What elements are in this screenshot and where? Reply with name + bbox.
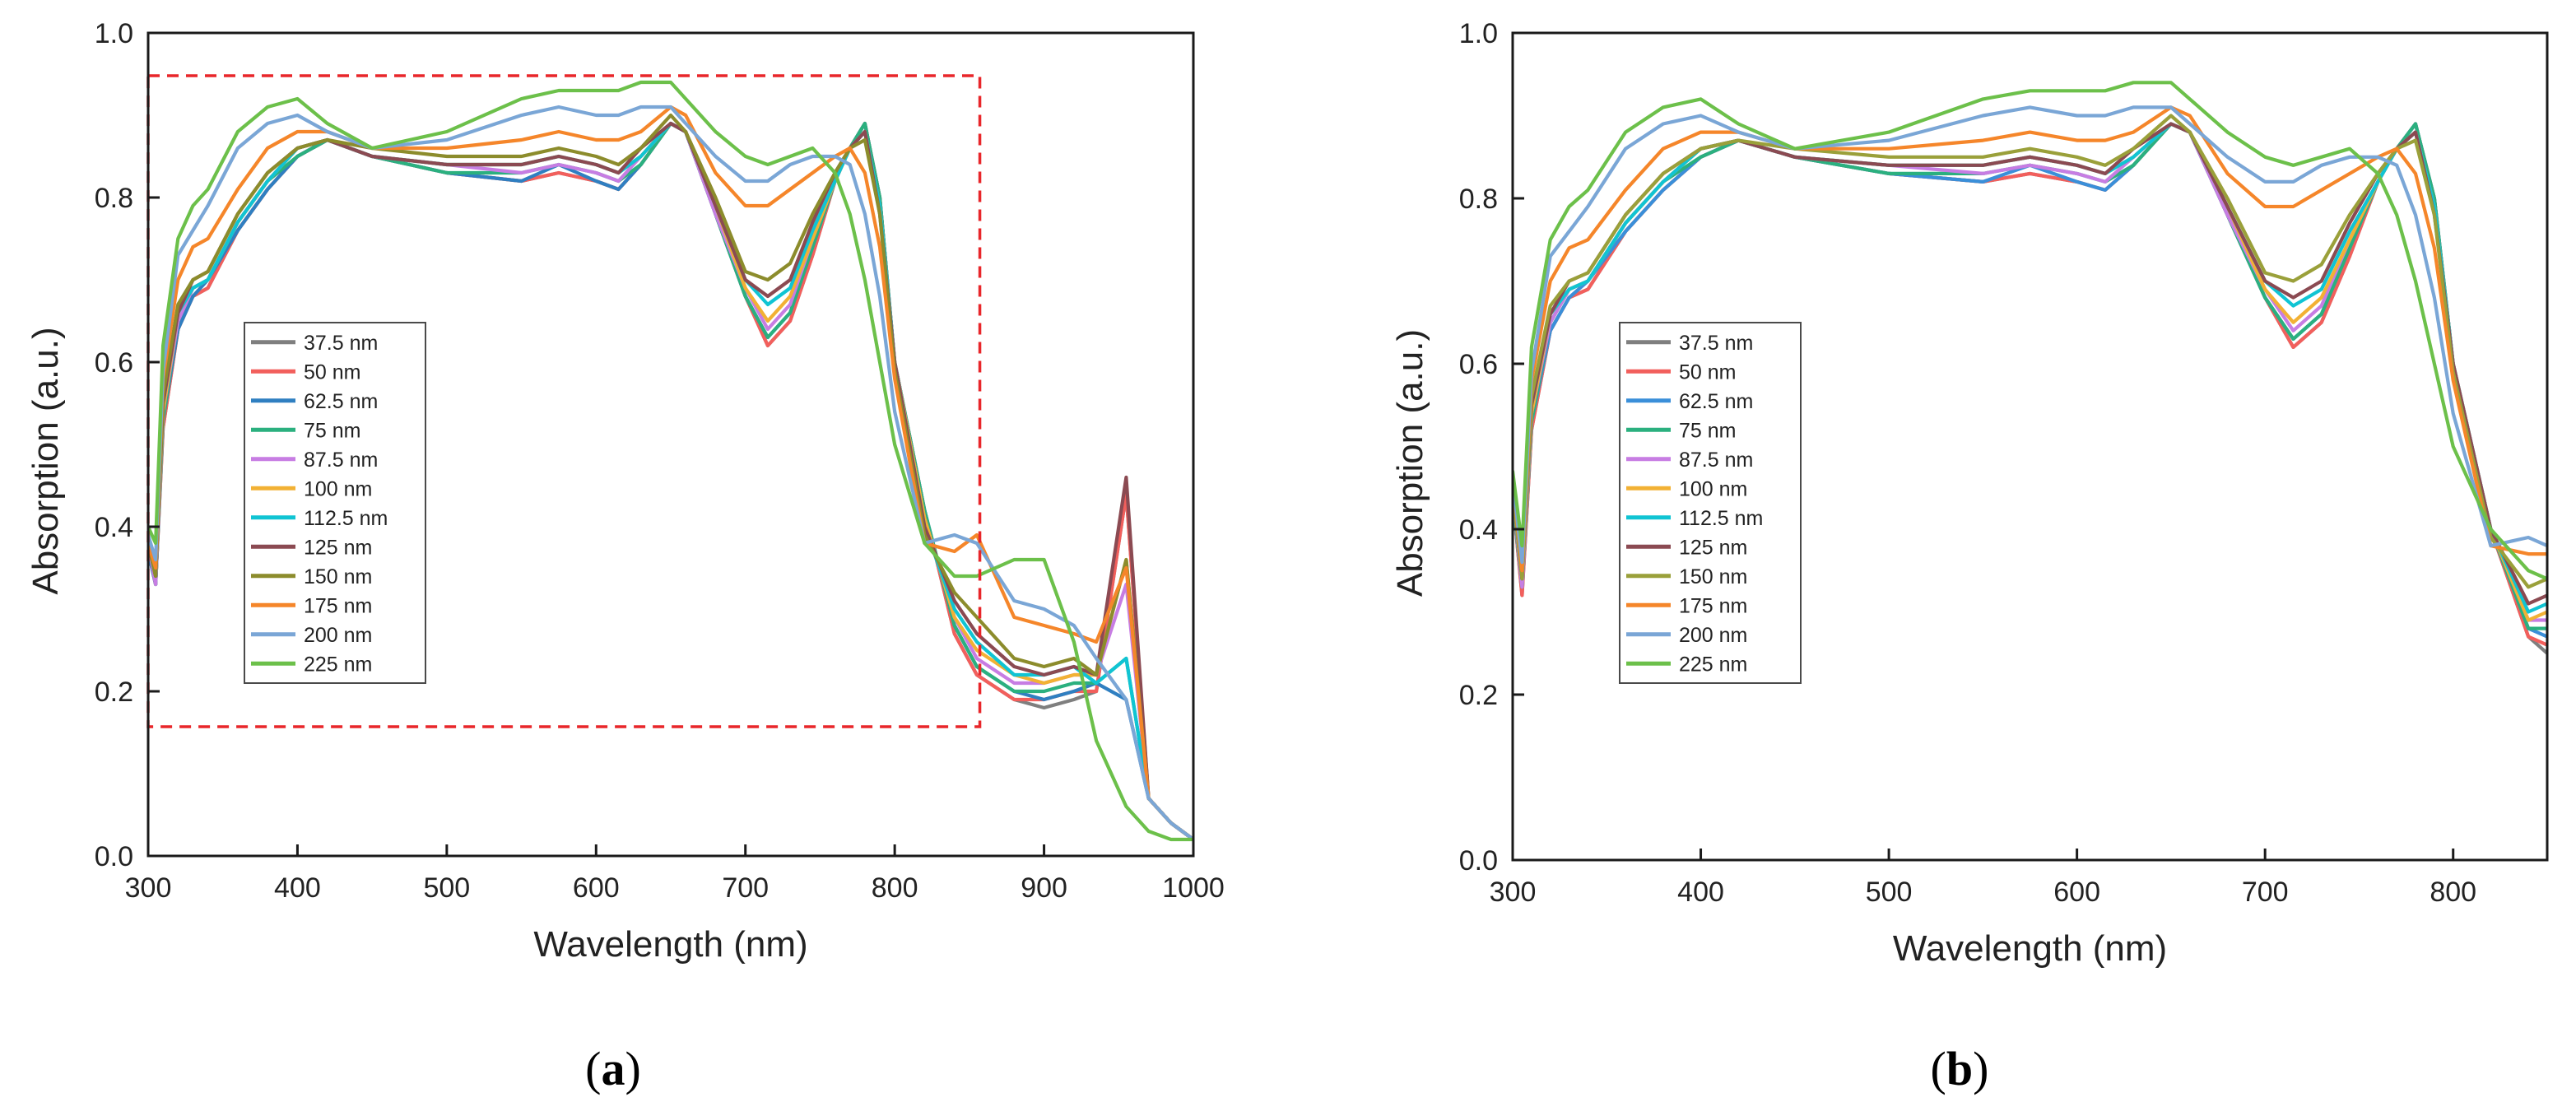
panel-b-y-tick-label-0: 0.0 [1459,845,1498,876]
panel-b-legend-label-2: 62.5 nm [1679,390,1753,413]
panel-a-x-tick-label-3: 600 [573,872,620,904]
panel-a-x-tick-label-1: 400 [274,872,321,904]
panel-b-y-tick-label-5: 1.0 [1459,18,1498,49]
panel-a-caption: (a) [585,1042,641,1095]
panel-a-y-axis-label: Absorption (a.u.) [26,327,66,594]
panel-a-legend-label-0: 37.5 nm [304,332,378,355]
panel-a-legend-label-8: 150 nm [304,565,372,588]
panel-b-series-line-8 [1513,114,2547,589]
panel-b-legend-label-6: 112.5 nm [1679,507,1763,530]
panel-b-series-line-10 [1513,105,2547,565]
panel-a-y-tick-label-0: 0.0 [95,841,133,872]
panel-a-legend-label-3: 75 nm [304,419,360,442]
panel-b-legend-label-9: 175 nm [1679,594,1747,617]
panel-b-axes-frame [1511,31,2549,862]
panel-a-y-tick-label-4: 0.8 [95,183,133,214]
panel-b-x-tick-label-3: 600 [2053,876,2100,908]
panel-a-series-line-11 [148,80,1193,842]
panel-b-x-tick-label-5: 800 [2430,876,2476,908]
panel-a-axes-frame [146,31,1195,858]
panel-b-legend-label-10: 200 nm [1679,624,1747,647]
panel-b-chart: 300 400 500 600 700 800 0.0 0.2 0.4 0.6 0.8 1.0 Wave… [1390,18,2549,969]
panel-a-x-axis-label: Wavelength (nm) [533,924,807,965]
panel-a-y-tick-label-3: 0.6 [95,347,133,379]
panel-a-legend-label-9: 175 nm [304,594,372,617]
panel-a-y-tick-label-5: 1.0 [95,18,133,49]
panel-b-legend-label-0: 37.5 nm [1679,332,1753,355]
panel-a-legend-label-7: 125 nm [304,536,372,559]
panel-a-legend-label-2: 62.5 nm [304,390,378,413]
panel-a-chart: 300 400 500 600 700 800 900 1000 0.0 0.2 0.4 0.6 0.8… [26,18,1225,965]
panel-a-series-line-9 [148,105,1193,842]
panel-a-x-tick-label-6: 900 [1021,872,1067,904]
panel-a-legend-label-10: 200 nm [304,624,372,647]
panel-b-legend-label-1: 50 nm [1679,360,1736,384]
panel-b-y-tick-label-3: 0.6 [1459,349,1498,380]
panel-b-x-tick-label-4: 700 [2242,876,2289,908]
panel-b-y-tick-label-2: 0.4 [1459,514,1498,546]
panel-a-y-tick-label-2: 0.4 [95,512,133,543]
panel-b-series-line-9 [1513,105,2547,573]
panel-b-legend-label-7: 125 nm [1679,536,1747,559]
panel-b-x-tick-label-0: 300 [1490,876,1537,908]
panel-b-y-tick-label-1: 0.2 [1459,680,1498,711]
panel-b-legend-box [1619,322,1802,684]
panel-b-x-axis-label: Wavelength (nm) [1893,928,2167,969]
panel-a-legend-label-5: 100 nm [304,477,372,500]
panel-b-x-tick-label-1: 400 [1677,876,1724,908]
panel-b-y-axis-label: Absorption (a.u.) [1390,329,1430,597]
panel-b-legend-label-4: 87.5 nm [1679,449,1753,472]
panel-a-series-line-10 [148,105,1193,842]
panel-b-series-group [1513,81,2547,655]
panel-a-x-tick-label-4: 700 [722,872,769,904]
panel-a-legend-label-4: 87.5 nm [304,449,378,472]
panel-b-y-tick-label-4: 0.8 [1459,184,1498,215]
panel-b-legend-label-3: 75 nm [1679,419,1736,442]
panel-a-x-tick-label-0: 300 [125,872,172,904]
panel-a-x-tick-label-5: 800 [872,872,918,904]
panel-a-series-line-8 [148,113,1193,842]
panel-b-series-line-11 [1513,81,2547,581]
panel-a-x-tick-label-7: 1000 [1162,872,1225,904]
panel-a-legend-label-6: 112.5 nm [304,507,388,530]
panel-a-series-group [148,80,1193,842]
panel-a-x-tick-label-2: 500 [423,872,470,904]
panel-a-y-tick-label-1: 0.2 [95,677,133,708]
panel-a-legend-label-11: 225 nm [304,653,372,676]
panel-b-legend-label-8: 150 nm [1679,565,1747,588]
panel-b-legend-label-11: 225 nm [1679,653,1747,676]
panel-b-caption: (b) [1931,1042,1989,1095]
panel-a-legend-label-1: 50 nm [304,360,360,384]
panel-b-x-tick-label-2: 500 [1866,876,1913,908]
panel-b-legend-label-5: 100 nm [1679,477,1747,500]
panel-a-legend-box [244,322,426,684]
